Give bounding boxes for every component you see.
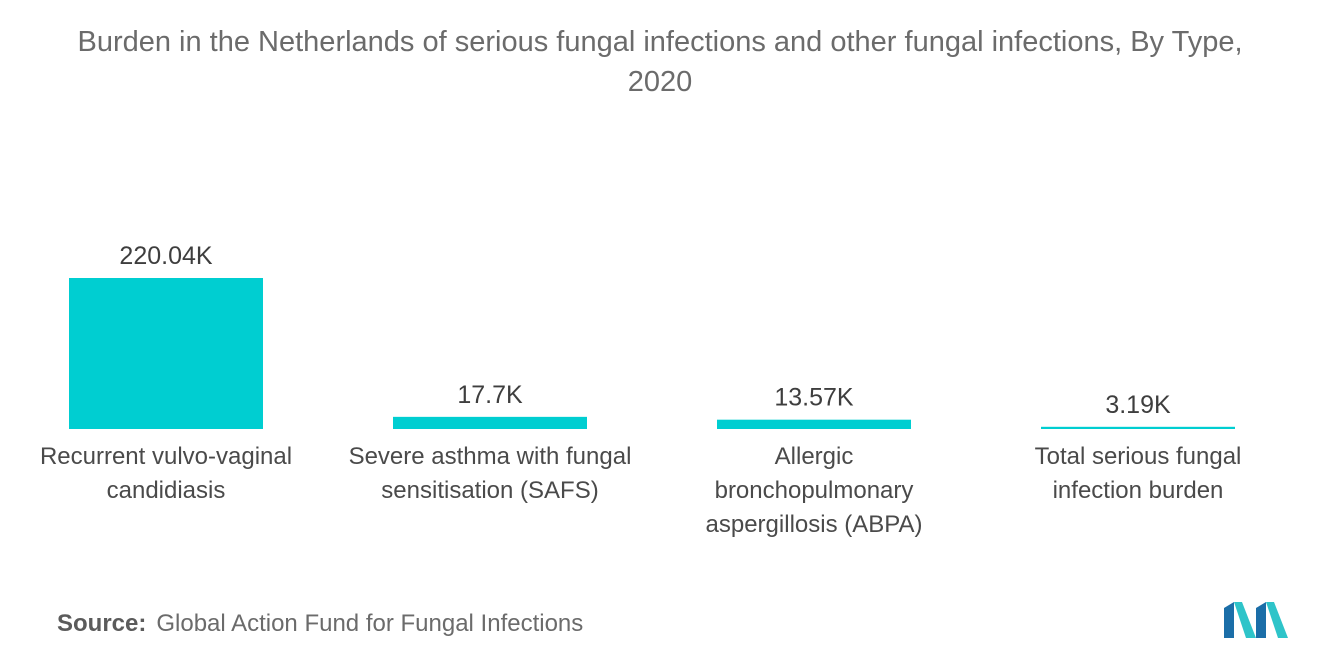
source-label: Source: bbox=[57, 610, 147, 637]
bar-value-label-1: 220.04K bbox=[119, 242, 212, 270]
bar-chart: 220.04K Recurrent vulvo-vaginal candidiasi… bbox=[40, 242, 1242, 538]
bar-value-label-3: 13.57K bbox=[774, 384, 854, 412]
source-text: Global Action Fund for Fungal Infections bbox=[156, 610, 584, 637]
bar-2 bbox=[393, 416, 587, 429]
category-label-line: Severe asthma with fungal bbox=[349, 443, 632, 470]
category-label-line: aspergillosis (ABPA) bbox=[706, 511, 923, 538]
bar-4 bbox=[1041, 426, 1235, 429]
category-label-line: Recurrent vulvo-vaginal bbox=[40, 443, 292, 470]
category-label-line: Total serious fungal bbox=[1035, 443, 1242, 470]
chart-title: Burden in the Netherlands of serious fun… bbox=[0, 22, 1320, 102]
category-label-4: Total serious fungal infection burden bbox=[1035, 443, 1242, 504]
category-label-3: Allergic bronchopulmonary aspergillosis (A… bbox=[706, 443, 923, 538]
category-label-2: Severe asthma with fungal sensitisation (… bbox=[349, 443, 632, 504]
category-label-line: infection burden bbox=[1053, 477, 1224, 504]
bar-value-label-4: 3.19K bbox=[1105, 391, 1171, 419]
chart-title-line-2: 2020 bbox=[627, 66, 693, 98]
mordor-intelligence-logo-icon bbox=[1224, 602, 1288, 638]
chart-title-line-1: Burden in the Netherlands of serious fun… bbox=[77, 26, 1243, 58]
category-label-line: bronchopulmonary bbox=[715, 477, 914, 504]
category-label-line: sensitisation (SAFS) bbox=[381, 477, 598, 504]
category-label-line: Allergic bbox=[775, 443, 854, 470]
category-label-1: Recurrent vulvo-vaginal candidiasis bbox=[40, 443, 292, 504]
bar-3 bbox=[717, 419, 911, 429]
bar-1 bbox=[69, 278, 263, 429]
category-label-line: candidiasis bbox=[107, 477, 226, 504]
bar-value-label-2: 17.7K bbox=[457, 381, 523, 409]
source-note: Source: Global Action Fund for Fungal Inf… bbox=[57, 610, 583, 638]
